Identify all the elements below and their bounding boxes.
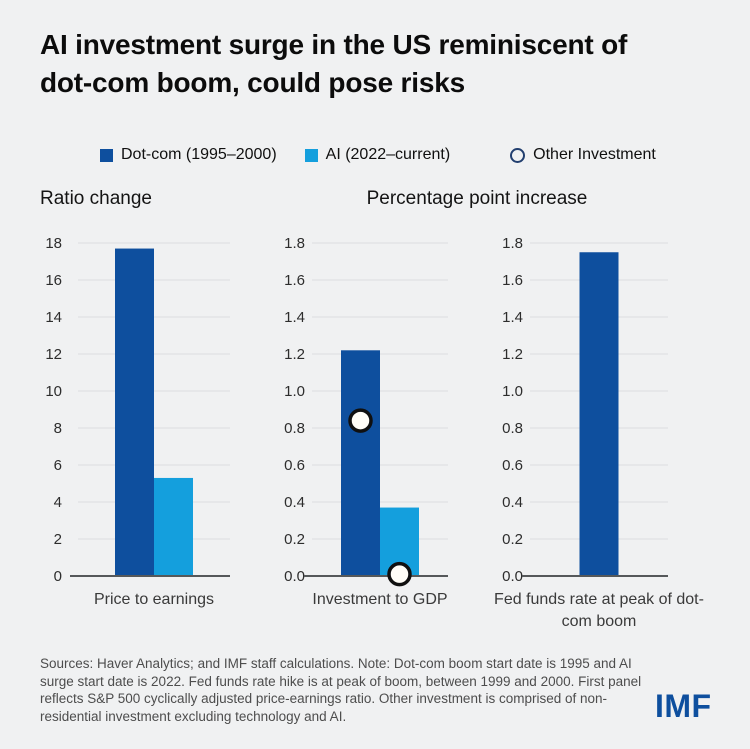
legend-item-dotcom: Dot-com (1995–2000): [100, 146, 277, 164]
legend-item-other-investment: Other Investment: [510, 146, 656, 164]
y-axis-tick-label: 1.2: [502, 346, 523, 363]
xlabel-fed-funds-rate: Fed funds rate at peak of dot-com boom: [494, 591, 704, 630]
legend-item-ai: AI (2022–current): [304, 146, 451, 164]
legend: Dot-com (1995–2000) AI (2022–current) Ot…: [100, 146, 656, 164]
y-axis-tick-label: 0.6: [284, 457, 305, 474]
y-axis-tick-label: 12: [45, 346, 62, 363]
other-investment-marker: [387, 561, 412, 587]
bar-dotcom: [579, 252, 619, 576]
y-axis-tick-label: 16: [45, 272, 62, 289]
y-axis-tick-label: 0.4: [502, 494, 523, 511]
y-axis-tick-label: 0.4: [284, 494, 305, 511]
y-axis-tick-label: 0.0: [502, 568, 523, 585]
legend-label-other-investment: Other Investment: [533, 146, 656, 163]
page-title-line2: dot-com boom, could pose risks: [40, 67, 465, 98]
xlabel-investment-to-gdp: Investment to GDP: [312, 591, 448, 608]
page-title: AI investment surge in the US reminiscen…: [40, 26, 627, 102]
xlabel-price-to-earnings: Price to earnings: [93, 591, 215, 608]
y-axis-tick-label: 1.6: [502, 272, 523, 289]
y-axis-tick-label: 1.0: [284, 383, 305, 400]
y-axis-tick-label: 1.8: [284, 235, 305, 252]
bar-dotcom: [341, 350, 380, 576]
y-axis-tick-label: 2: [54, 531, 62, 548]
y-axis-tick-label: 0: [54, 568, 62, 585]
y-axis-tick-label: 1.2: [284, 346, 305, 363]
y-axis-tick-label: 1.6: [284, 272, 305, 289]
y-axis-tick-label: 6: [54, 457, 62, 474]
bar-dotcom: [115, 248, 154, 577]
y-axis-tick-label: 14: [45, 309, 62, 326]
y-axis-tick-label: 1.8: [502, 235, 523, 252]
y-axis-tick-label: 18: [45, 235, 62, 252]
imf-logo: IMF: [655, 688, 712, 724]
y-axis-tick-label: 1.0: [502, 383, 523, 400]
y-axis-tick-label: 0.8: [284, 420, 305, 437]
legend-label-dotcom: Dot-com (1995–2000): [121, 146, 277, 163]
bar-chart-canvas: 0 2 4 6 8 10 12 14 16 18 0.0 0.2 0.4 0.6 0.8 1.0 1.2 1.4 1…: [45, 235, 668, 587]
y-axis-tick-label: 0.2: [284, 531, 305, 548]
dotcom-swatch-icon: [100, 148, 113, 162]
y-axis-tick-label: 10: [45, 383, 62, 400]
ai-swatch-icon: [304, 148, 318, 162]
y-axis-tick-label: 4: [54, 494, 62, 511]
legend-label-ai: AI (2022–current): [325, 146, 451, 163]
y-axis-tick-label: 0.8: [502, 420, 523, 437]
y-axis-tick-label: 1.4: [284, 309, 305, 326]
page-title-line1: AI investment surge in the US reminiscen…: [40, 29, 628, 60]
source-note: Sources: Haver Analytics; and IMF staff …: [40, 656, 642, 724]
y-axis-tick-label: 0.6: [502, 457, 523, 474]
other-investment-marker: [348, 408, 373, 433]
section-title-percentage-point-increase: Percentage point increase: [366, 188, 588, 209]
y-axis-tick-label: 1.4: [502, 309, 523, 326]
y-axis-tick-label: 0.2: [502, 531, 523, 548]
bar-ai: [154, 477, 193, 576]
y-axis-tick-label: 8: [54, 420, 62, 437]
section-title-ratio-change: Ratio change: [40, 188, 152, 209]
y-axis-tick-label: 0.0: [284, 568, 305, 585]
other-investment-circle-icon: [510, 147, 526, 163]
